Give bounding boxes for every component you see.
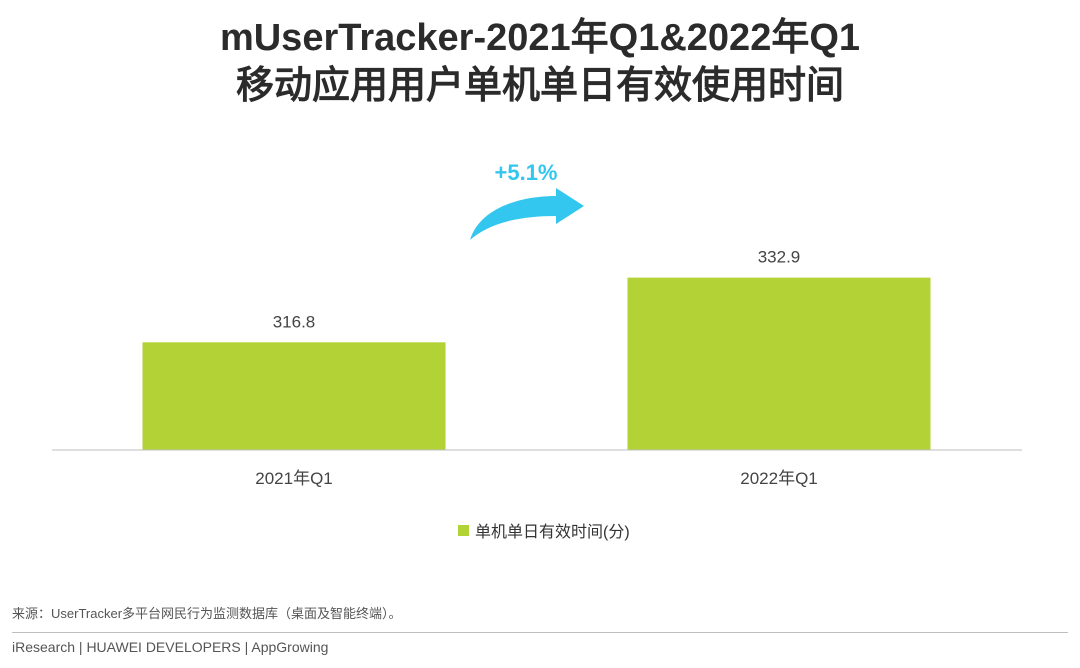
footer-divider bbox=[12, 632, 1068, 633]
legend-swatch bbox=[458, 524, 469, 536]
labels-group: 316.8 2021年Q1 332.9 2022年Q1 bbox=[255, 248, 818, 488]
growth-arrow-icon bbox=[470, 188, 584, 240]
source-note: 来源：UserTracker多平台网民行为监测数据库（桌面及智能终端）。 bbox=[12, 606, 402, 621]
legend: 单机单日有效时间(分) bbox=[458, 518, 630, 542]
growth-annotation: +5.1% bbox=[495, 160, 558, 185]
legend-label: 单机单日有效时间(分) bbox=[475, 524, 630, 541]
footer-credits: iResearch | HUAWEI DEVELOPERS | AppGrowi… bbox=[12, 639, 329, 655]
chart-subtitle: 移动应用用户单机单日有效使用时间 bbox=[235, 65, 844, 107]
data-label-2: 332.9 bbox=[758, 248, 801, 267]
bars-group bbox=[142, 277, 931, 450]
x-tick-label-1: 2021年Q1 bbox=[255, 469, 333, 488]
x-tick-label-2: 2022年Q1 bbox=[740, 469, 818, 488]
bar-1 bbox=[142, 342, 446, 450]
bar-2 bbox=[627, 277, 931, 450]
data-label-1: 316.8 bbox=[273, 312, 316, 331]
bar-chart: +5.1% 316.8 2021年Q1 332.9 2022年Q1 bbox=[52, 160, 1022, 488]
chart-title: mUserTracker-2021年Q1&2022年Q1 bbox=[219, 17, 861, 59]
